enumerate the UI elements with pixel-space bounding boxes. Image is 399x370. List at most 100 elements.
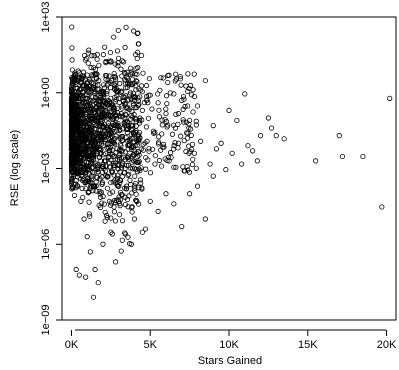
data-point: [85, 60, 91, 66]
data-point: [133, 65, 139, 72]
data-point: [81, 164, 87, 170]
data-point: [103, 158, 109, 164]
data-point: [116, 100, 122, 106]
data-point: [223, 167, 229, 173]
x-axis-title: Stars Gained: [198, 355, 262, 367]
data-point: [186, 143, 192, 149]
data-point: [112, 162, 118, 168]
data-point: [135, 41, 141, 47]
data-point: [173, 164, 179, 170]
data-point: [114, 128, 120, 134]
data-point: [147, 92, 153, 98]
data-point: [144, 97, 150, 103]
data-point: [132, 183, 138, 189]
data-point: [108, 168, 115, 174]
data-point: [87, 213, 93, 219]
data-point: [69, 144, 75, 150]
data-point: [184, 135, 191, 141]
data-point: [101, 85, 108, 91]
data-point: [160, 141, 167, 148]
data-point: [134, 142, 140, 148]
data-point: [92, 266, 98, 273]
data-point: [122, 202, 129, 208]
data-point: [118, 89, 124, 95]
data-point: [71, 136, 77, 143]
data-point: [78, 176, 84, 182]
data-point: [130, 131, 136, 137]
data-point: [106, 153, 112, 160]
data-point: [95, 162, 101, 168]
data-point: [85, 50, 91, 56]
data-point: [112, 122, 118, 128]
data-point: [119, 160, 126, 166]
data-point: [107, 190, 113, 197]
data-point: [145, 100, 151, 106]
data-point: [163, 93, 170, 99]
data-point: [149, 106, 155, 112]
data-point: [129, 82, 136, 88]
data-point: [178, 82, 184, 88]
data-point: [83, 186, 89, 192]
data-point: [207, 161, 213, 167]
data-point: [119, 58, 125, 64]
data-point: [109, 138, 115, 144]
data-point: [124, 129, 130, 136]
data-point: [68, 107, 75, 114]
data-point: [140, 70, 146, 76]
data-point: [90, 72, 96, 79]
data-point: [157, 87, 163, 93]
data-point: [104, 82, 110, 88]
data-point: [80, 149, 86, 155]
data-point: [93, 174, 100, 180]
data-point: [103, 172, 109, 179]
data-point: [136, 152, 142, 158]
data-point: [134, 139, 140, 145]
data-point: [91, 88, 97, 95]
data-point: [81, 131, 88, 137]
data-point: [115, 60, 121, 66]
data-point: [132, 104, 138, 111]
data-point: [100, 52, 107, 58]
data-point: [87, 106, 93, 112]
data-point: [82, 95, 89, 102]
data-point: [121, 70, 128, 76]
data-point: [133, 116, 140, 122]
data-point: [170, 146, 177, 152]
data-point: [190, 87, 196, 93]
data-point: [213, 146, 219, 152]
data-point: [132, 94, 138, 100]
data-point: [163, 110, 169, 117]
data-point: [125, 234, 131, 240]
data-point: [122, 230, 128, 236]
data-point: [138, 165, 144, 171]
data-point: [173, 71, 179, 77]
data-point: [379, 204, 385, 210]
data-point: [104, 214, 110, 221]
data-point: [119, 174, 125, 180]
data-point: [131, 158, 137, 164]
data-point: [106, 198, 113, 204]
data-point: [128, 96, 134, 102]
data-point: [336, 133, 342, 139]
x-tick-label: 15K: [298, 339, 318, 351]
data-point: [76, 113, 82, 119]
data-point: [100, 241, 106, 247]
data-point: [164, 124, 170, 130]
data-point: [194, 183, 201, 189]
data-point: [114, 105, 120, 112]
data-point: [134, 169, 140, 175]
data-point: [119, 105, 125, 111]
data-point: [194, 103, 201, 109]
data-point: [112, 61, 118, 67]
data-point: [155, 100, 161, 106]
data-point: [112, 197, 118, 204]
data-point: [143, 124, 150, 130]
data-point: [94, 145, 100, 151]
data-point: [119, 88, 125, 94]
data-point: [78, 163, 84, 169]
data-point: [72, 149, 78, 156]
data-point: [92, 109, 98, 116]
data-point: [108, 179, 114, 186]
data-point: [136, 129, 143, 136]
data-point: [169, 131, 176, 137]
